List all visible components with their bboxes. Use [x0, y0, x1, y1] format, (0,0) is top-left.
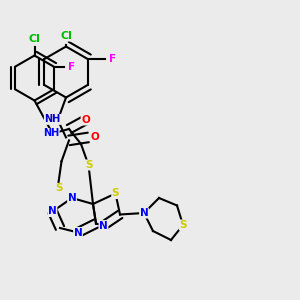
Text: S: S: [179, 220, 187, 230]
Text: N: N: [140, 208, 148, 218]
Text: S: S: [112, 188, 119, 199]
Text: Cl: Cl: [28, 34, 40, 44]
Text: O: O: [90, 132, 99, 142]
Text: NH: NH: [43, 128, 59, 139]
Text: N: N: [48, 206, 57, 217]
Text: F: F: [68, 62, 76, 72]
Text: N: N: [99, 220, 108, 231]
Text: Cl: Cl: [60, 31, 72, 41]
Text: N: N: [74, 227, 82, 238]
Text: F: F: [109, 54, 116, 64]
Text: S: S: [55, 183, 62, 194]
Text: O: O: [81, 115, 90, 125]
Text: S: S: [85, 160, 92, 170]
Text: N: N: [68, 193, 76, 203]
Text: NH: NH: [44, 114, 61, 124]
